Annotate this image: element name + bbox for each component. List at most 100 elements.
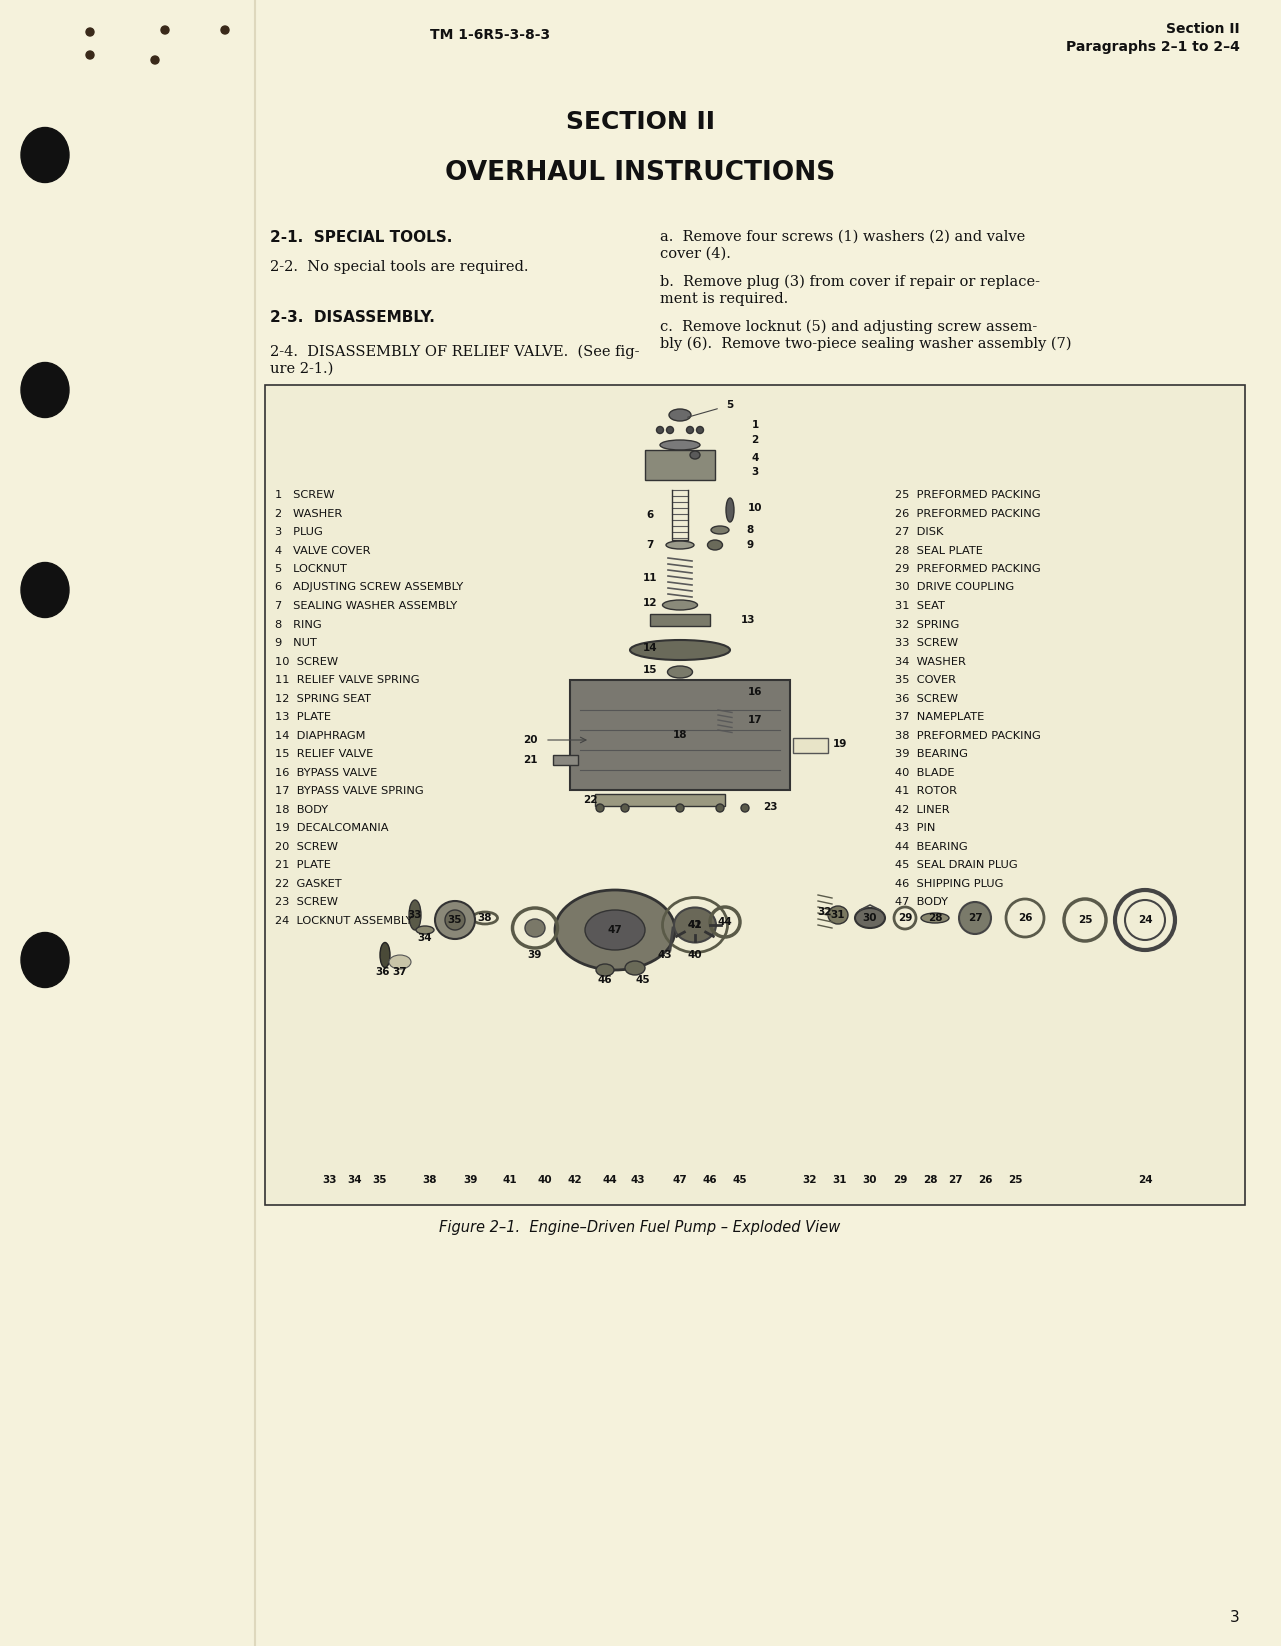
Text: 39: 39: [528, 950, 542, 960]
Ellipse shape: [660, 439, 699, 449]
Text: 41: 41: [502, 1175, 518, 1185]
Text: 31  SEAT: 31 SEAT: [895, 601, 945, 611]
Bar: [649, 614, 710, 625]
Text: 26: 26: [1017, 914, 1032, 923]
Text: 28  SEAL PLATE: 28 SEAL PLATE: [895, 545, 983, 555]
Text: b.  Remove plug (3) from cover if repair or replace-
ment is required.: b. Remove plug (3) from cover if repair …: [660, 275, 1040, 306]
Text: 30  DRIVE COUPLING: 30 DRIVE COUPLING: [895, 583, 1015, 593]
Text: 27: 27: [967, 914, 983, 923]
Text: 29: 29: [893, 1175, 907, 1185]
Text: 13: 13: [740, 616, 756, 625]
Text: 17: 17: [748, 714, 762, 724]
Text: 42: 42: [567, 1175, 583, 1185]
Ellipse shape: [555, 890, 675, 969]
Text: 22  GASKET: 22 GASKET: [275, 879, 342, 889]
Text: 23: 23: [762, 802, 778, 811]
Text: 9: 9: [747, 540, 753, 550]
Text: 46: 46: [598, 974, 612, 984]
Text: 38: 38: [478, 914, 492, 923]
Text: a.  Remove four screws (1) washers (2) and valve
cover (4).: a. Remove four screws (1) washers (2) an…: [660, 230, 1025, 260]
Ellipse shape: [409, 900, 421, 930]
Text: 25: 25: [1008, 1175, 1022, 1185]
Text: 21  PLATE: 21 PLATE: [275, 859, 330, 871]
Text: 16: 16: [748, 686, 762, 696]
Bar: [552, 756, 578, 765]
Text: 44  BEARING: 44 BEARING: [895, 841, 967, 851]
Text: 4: 4: [752, 453, 758, 463]
Circle shape: [151, 56, 159, 64]
Ellipse shape: [380, 943, 389, 968]
Text: 46: 46: [703, 1175, 717, 1185]
Text: 27  DISK: 27 DISK: [895, 527, 943, 537]
Text: 45: 45: [635, 974, 651, 984]
Text: 26  PREFORMED PACKING: 26 PREFORMED PACKING: [895, 509, 1040, 518]
Text: 39: 39: [462, 1175, 478, 1185]
Text: 2-3.  DISASSEMBLY.: 2-3. DISASSEMBLY.: [270, 309, 434, 324]
Ellipse shape: [585, 910, 646, 950]
Text: 2-2.  No special tools are required.: 2-2. No special tools are required.: [270, 260, 529, 273]
Ellipse shape: [740, 803, 749, 811]
Text: 32  SPRING: 32 SPRING: [895, 619, 959, 629]
Text: 27: 27: [948, 1175, 962, 1185]
Text: 33  SCREW: 33 SCREW: [895, 639, 958, 649]
Text: 9   NUT: 9 NUT: [275, 639, 316, 649]
Text: 33: 33: [323, 1175, 337, 1185]
Circle shape: [222, 26, 229, 35]
Text: 47: 47: [607, 925, 623, 935]
Ellipse shape: [630, 640, 730, 660]
Text: 3: 3: [752, 467, 758, 477]
Ellipse shape: [621, 803, 629, 811]
Text: Paragraphs 2–1 to 2–4: Paragraphs 2–1 to 2–4: [1066, 40, 1240, 54]
Ellipse shape: [20, 933, 69, 988]
Text: 30: 30: [862, 1175, 877, 1185]
Text: 29: 29: [898, 914, 912, 923]
Text: TM 1-6R5-3-8-3: TM 1-6R5-3-8-3: [430, 28, 550, 43]
Text: 36: 36: [375, 966, 391, 978]
Text: 24  LOCKNUT ASSEMBLY: 24 LOCKNUT ASSEMBLY: [275, 915, 412, 925]
Ellipse shape: [625, 961, 646, 974]
Ellipse shape: [596, 803, 605, 811]
Text: 34: 34: [347, 1175, 363, 1185]
Text: 40: 40: [688, 950, 702, 960]
Text: OVERHAUL INSTRUCTIONS: OVERHAUL INSTRUCTIONS: [445, 160, 835, 186]
Text: 24: 24: [1138, 915, 1153, 925]
Text: 44: 44: [602, 1175, 617, 1185]
Ellipse shape: [716, 803, 724, 811]
Ellipse shape: [687, 426, 693, 433]
Text: 2: 2: [752, 435, 758, 444]
Text: 23  SCREW: 23 SCREW: [275, 897, 338, 907]
Text: 5: 5: [726, 400, 734, 410]
Text: 36  SCREW: 36 SCREW: [895, 693, 958, 703]
Text: 11: 11: [643, 573, 657, 583]
Text: 44: 44: [717, 917, 733, 927]
Text: 43: 43: [657, 950, 673, 960]
Text: 42  LINER: 42 LINER: [895, 805, 949, 815]
Text: 37: 37: [393, 966, 407, 978]
Circle shape: [86, 28, 94, 36]
Text: 22: 22: [583, 795, 597, 805]
Text: 18  BODY: 18 BODY: [275, 805, 328, 815]
Text: 8: 8: [747, 525, 753, 535]
Text: 21: 21: [523, 756, 537, 765]
Text: 3: 3: [1230, 1610, 1240, 1625]
Ellipse shape: [667, 667, 693, 678]
Ellipse shape: [676, 803, 684, 811]
Text: 26: 26: [977, 1175, 993, 1185]
Text: 14: 14: [643, 644, 657, 653]
Ellipse shape: [666, 542, 694, 550]
Text: 43  PIN: 43 PIN: [895, 823, 935, 833]
Bar: [265, 385, 1245, 1205]
Text: 20: 20: [523, 736, 537, 746]
Text: 38: 38: [423, 1175, 437, 1185]
Ellipse shape: [959, 902, 991, 933]
Text: Section II: Section II: [1167, 21, 1240, 36]
Text: 3   PLUG: 3 PLUG: [275, 527, 323, 537]
Ellipse shape: [669, 408, 690, 421]
Text: 2-1.  SPECIAL TOOLS.: 2-1. SPECIAL TOOLS.: [270, 230, 452, 245]
Text: 29  PREFORMED PACKING: 29 PREFORMED PACKING: [895, 565, 1040, 574]
Text: 47  BODY: 47 BODY: [895, 897, 948, 907]
Ellipse shape: [690, 451, 699, 459]
Text: 34  WASHER: 34 WASHER: [895, 657, 966, 667]
Text: 2-4.  DISASSEMBLY OF RELIEF VALVE.  (See fig-
ure 2-1.): 2-4. DISASSEMBLY OF RELIEF VALVE. (See f…: [270, 346, 639, 375]
Text: 20  SCREW: 20 SCREW: [275, 841, 338, 851]
